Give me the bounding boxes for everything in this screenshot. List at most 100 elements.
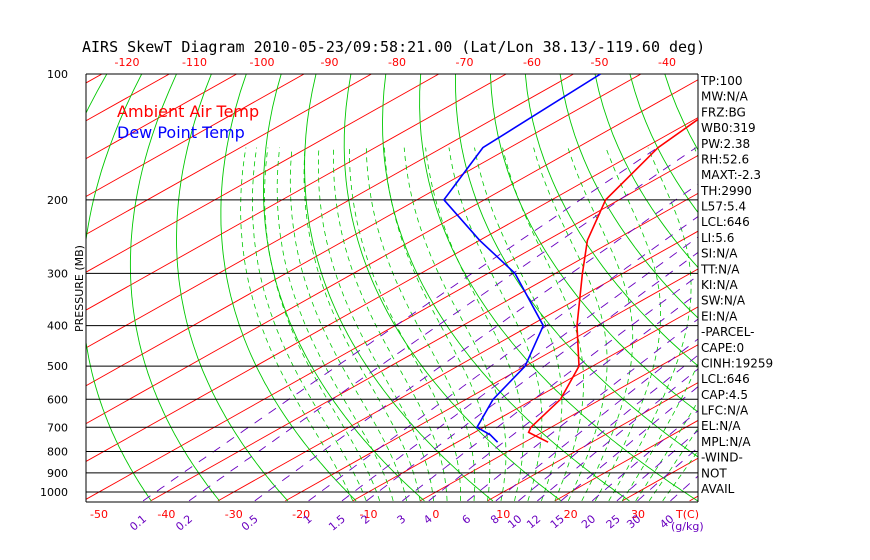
pressure-tick-label: 500 — [47, 360, 68, 373]
dry-adiabat-line — [594, 74, 698, 269]
moist-adiabat-line — [240, 147, 354, 502]
stability-index: KI:N/A — [701, 278, 738, 292]
stability-index: EL:N/A — [701, 419, 741, 433]
mixing-ratio-label: 20 — [579, 512, 598, 531]
dry-adiabat-line — [559, 74, 698, 319]
isotherm-line — [757, 65, 870, 501]
mixing-ratio-label: 6 — [460, 512, 474, 526]
top-temp-tick-label: -60 — [523, 56, 541, 69]
stability-index: MPL:N/A — [701, 435, 751, 449]
pressure-tick-label: 400 — [47, 320, 68, 333]
mixing-ratio-label: 1 — [301, 512, 315, 526]
stability-index: LI:5.6 — [701, 231, 734, 245]
dry-adiabat-line — [804, 74, 870, 501]
bottom-temp-tick-label: 20 — [564, 508, 578, 521]
isotherm-line — [419, 344, 698, 502]
moist-adiabat-line — [276, 147, 394, 502]
legend-ambient-air-temp: Ambient Air Temp — [117, 102, 259, 121]
dry-adiabat-line — [86, 74, 108, 115]
stability-index: TP:100 — [700, 74, 743, 88]
top-temp-tick-label: -100 — [250, 56, 275, 69]
mixing-ratio-label: 1.5 — [326, 512, 348, 533]
mixing-ratio-line — [254, 183, 698, 502]
stability-index: WB0:319 — [701, 121, 756, 135]
moist-adiabat-line — [303, 147, 421, 501]
mixing-ratio-line — [188, 147, 697, 502]
stability-index: TT:N/A — [700, 262, 740, 276]
pressure-tick-label: 100 — [47, 68, 68, 81]
isotherm-line — [86, 79, 698, 425]
isotherm-line — [86, 74, 508, 311]
bottom-temp-tick-label: -40 — [157, 508, 175, 521]
isotherm-line — [217, 230, 698, 502]
legend: Ambient Air Temp Dew Point Temp — [117, 102, 259, 142]
moist-adiabat-line — [333, 147, 448, 501]
top-temp-tick-label: -50 — [591, 56, 609, 69]
stability-index: EI:N/A — [701, 309, 738, 323]
isotherm-line — [487, 382, 698, 502]
mixing-ratio-label: 3 — [395, 512, 409, 526]
stability-index: RH:52.6 — [701, 152, 749, 166]
dry-adiabat-line — [382, 74, 630, 502]
mixing-ratio-line — [402, 274, 698, 502]
isotherm-lines — [0, 65, 870, 502]
stability-index: CAP:4.5 — [701, 388, 748, 402]
moist-adiabat-line — [533, 147, 608, 502]
isotherm-line — [824, 65, 870, 501]
isobar-lines — [85, 73, 699, 503]
bottom-temp-unit: T(C) — [675, 508, 699, 521]
stability-index: SW:N/A — [701, 294, 746, 308]
ambient-temp-line — [527, 118, 698, 443]
isotherm-line — [86, 117, 698, 462]
dry-adiabat-line — [419, 74, 698, 502]
dry-adiabat-line — [524, 74, 698, 367]
isotherm-line — [0, 65, 51, 501]
dry-adiabat-line — [129, 74, 220, 502]
stability-index: TH:2990 — [700, 184, 752, 198]
dry-adiabat-line — [455, 74, 698, 458]
bottom-temp-tick-label: -20 — [292, 508, 310, 521]
stability-index: PW:2.38 — [701, 137, 750, 151]
isotherm-line — [86, 74, 373, 235]
top-temp-tick-label: -80 — [388, 56, 406, 69]
bottom-temp-tick-label: -30 — [225, 508, 243, 521]
stability-index: CINH:19259 — [701, 356, 773, 370]
mixing-ratio-line — [518, 354, 698, 502]
bottom-temperature-axis: -50 -40 -30 -20 -10 0 10 20 30 — [90, 508, 645, 521]
isotherm-line — [86, 74, 440, 273]
stability-index: FRZ:BG — [701, 105, 746, 119]
pressure-axis: 100 200 300 400 500 600 700 800 900 1000 — [40, 68, 68, 499]
isotherm-line — [86, 74, 305, 198]
dry-adiabat-line — [304, 74, 494, 502]
bottom-temp-tick-label: -50 — [90, 508, 108, 521]
moist-adiabat-line — [403, 147, 507, 501]
mixing-ratio-axis: 0.1 0.2 0.5 1 1.5 2 3 4 6 8 10 12 15 20 25 30 40 — [127, 512, 676, 533]
mixing-ratio-line — [467, 318, 698, 502]
series-layer — [442, 74, 698, 443]
isotherm-line — [86, 154, 698, 500]
stability-index: MW:N/A — [701, 90, 749, 104]
bottom-temp-tick-label: 0 — [432, 508, 439, 521]
moist-adiabat-line — [662, 450, 698, 502]
pressure-tick-label: 300 — [47, 267, 68, 280]
top-temp-tick-label: -90 — [321, 56, 339, 69]
top-temp-tick-label: -40 — [658, 56, 676, 69]
stability-index: SI:N/A — [701, 247, 738, 261]
pressure-tick-label: 700 — [47, 421, 68, 434]
dry-adiabat-line — [839, 74, 870, 501]
moist-adiabat-line — [264, 147, 381, 502]
stability-index: MAXT:-2.3 — [701, 168, 761, 182]
mixing-ratio-label: 12 — [524, 512, 543, 531]
isotherm-line — [86, 74, 103, 84]
stability-index: CAPE:0 — [701, 341, 744, 355]
isotherm-line — [554, 419, 698, 502]
stability-index: AVAIL — [701, 482, 735, 496]
dry-adiabat-line — [769, 74, 870, 501]
stability-index: LCL:646 — [701, 215, 750, 229]
mixing-ratio-line — [142, 147, 658, 502]
moist-adiabat-lines — [240, 147, 698, 502]
top-temperature-axis: -120 -110 -100 -90 -80 -70 -60 -50 -40 — [115, 56, 676, 69]
pressure-tick-label: 1000 — [40, 486, 68, 499]
